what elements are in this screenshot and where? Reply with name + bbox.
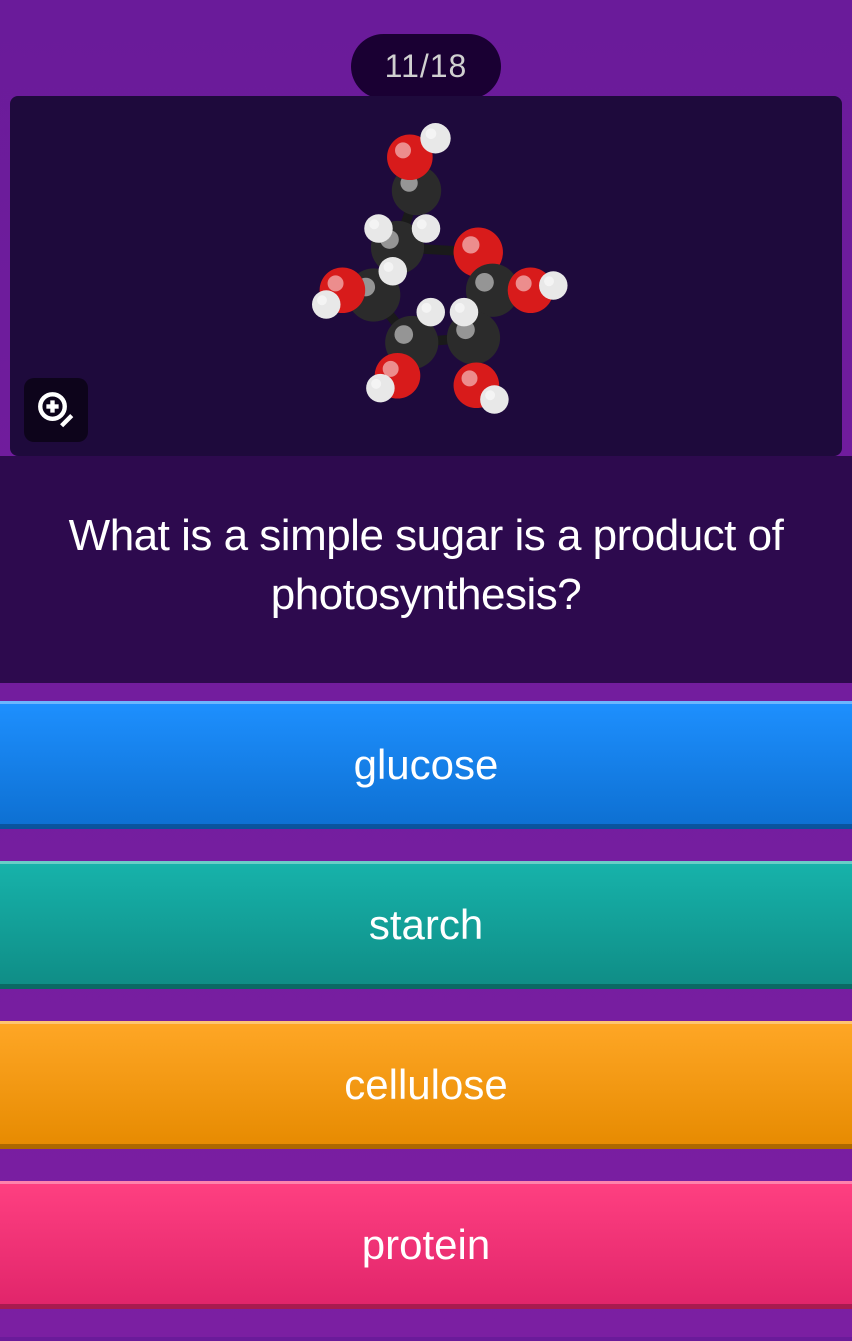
answer-label: cellulose bbox=[344, 1061, 507, 1109]
zoom-button[interactable] bbox=[24, 378, 88, 442]
progress-pill: 11/18 bbox=[351, 34, 502, 99]
question-image-panel bbox=[10, 96, 842, 456]
progress-label: 11/18 bbox=[385, 48, 468, 84]
answer-option-1[interactable]: starch bbox=[0, 861, 852, 989]
zoom-in-icon bbox=[35, 389, 77, 431]
answer-label: glucose bbox=[354, 741, 499, 789]
answer-option-0[interactable]: glucose bbox=[0, 701, 852, 829]
answer-label: starch bbox=[369, 901, 483, 949]
answer-option-3[interactable]: protein bbox=[0, 1181, 852, 1309]
question-text: What is a simple sugar is a product of p… bbox=[12, 506, 840, 625]
molecule-image bbox=[236, 96, 616, 456]
answer-label: protein bbox=[362, 1221, 490, 1269]
answer-option-2[interactable]: cellulose bbox=[0, 1021, 852, 1149]
question-panel: What is a simple sugar is a product of p… bbox=[0, 456, 852, 683]
answers-list: glucose starch cellulose protein bbox=[0, 701, 852, 1341]
